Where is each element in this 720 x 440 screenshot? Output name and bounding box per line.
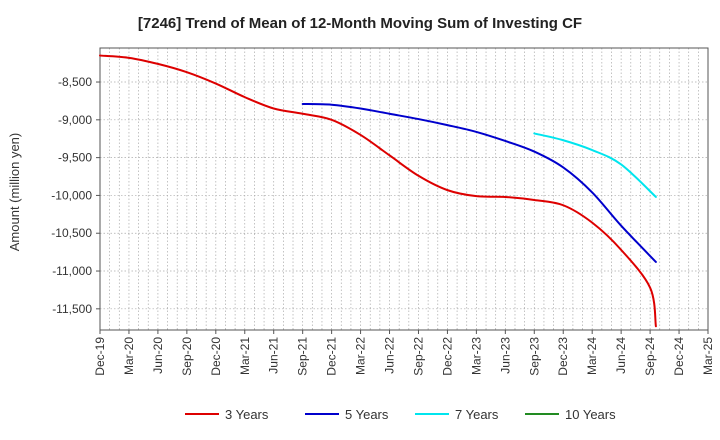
legend-label: 3 Years <box>225 407 269 422</box>
y-axis-ticks: -8,500 -9,000 -9,500 -10,000 -10,500 -11,000 -… <box>51 75 100 316</box>
x-tick-label: Mar-22 <box>354 337 368 375</box>
x-tick-label: Sep-21 <box>296 337 310 376</box>
y-tick-label: -8,500 <box>58 75 92 89</box>
legend-item: 5 Years <box>305 407 389 422</box>
x-tick-label: Mar-25 <box>701 337 715 375</box>
x-tick-label: Jun-22 <box>383 337 397 374</box>
y-tick-label: -11,500 <box>52 302 92 316</box>
series-line-7-years <box>533 132 657 198</box>
y-axis-label: Amount (million yen) <box>7 133 22 252</box>
plot-area <box>99 47 709 331</box>
x-tick-label: Jun-21 <box>267 337 281 374</box>
y-tick-label: -9,000 <box>58 113 92 127</box>
legend-item: 3 Years <box>185 407 269 422</box>
grid-lines <box>100 48 708 330</box>
x-tick-label: Dec-24 <box>672 337 686 376</box>
x-tick-label: Sep-24 <box>643 337 657 376</box>
legend-label: 7 Years <box>455 407 499 422</box>
x-tick-label: Dec-22 <box>440 337 454 376</box>
x-tick-label: Mar-20 <box>122 337 136 375</box>
x-tick-label: Dec-21 <box>325 337 339 376</box>
x-tick-label: Dec-19 <box>93 337 107 376</box>
x-tick-label: Dec-23 <box>556 337 570 376</box>
x-tick-label: Dec-20 <box>209 337 223 376</box>
x-tick-label: Mar-21 <box>238 337 252 375</box>
x-tick-label: Jun-23 <box>498 337 512 374</box>
x-tick-label: Jun-20 <box>151 337 165 374</box>
x-tick-label: Jun-24 <box>614 337 628 374</box>
y-tick-label: -10,500 <box>51 226 92 240</box>
x-axis-ticks: Dec-19 Mar-20 Jun-20 Sep-20 Dec-20 Mar-21 Jun-… <box>93 330 715 376</box>
x-tick-label: Sep-23 <box>527 337 541 376</box>
legend-label: 10 Years <box>565 407 616 422</box>
series-line-3-years <box>99 54 657 328</box>
x-tick-label: Mar-23 <box>469 337 483 375</box>
legend-item: 10 Years <box>525 407 616 422</box>
chart-title: [7246] Trend of Mean of 12-Month Moving … <box>138 15 582 32</box>
y-tick-label: -11,000 <box>52 264 92 278</box>
y-tick-label: -10,000 <box>51 188 92 202</box>
x-tick-label: Sep-20 <box>180 337 194 376</box>
series-line-5-years <box>301 102 657 263</box>
legend: 3 Years 5 Years 7 Years 10 Years <box>185 407 616 422</box>
legend-item: 7 Years <box>415 407 499 422</box>
x-tick-label: Sep-22 <box>411 337 425 376</box>
x-tick-label: Mar-24 <box>585 337 599 375</box>
legend-label: 5 Years <box>345 407 389 422</box>
y-tick-label: -9,500 <box>58 151 92 165</box>
series-layer <box>99 54 657 328</box>
